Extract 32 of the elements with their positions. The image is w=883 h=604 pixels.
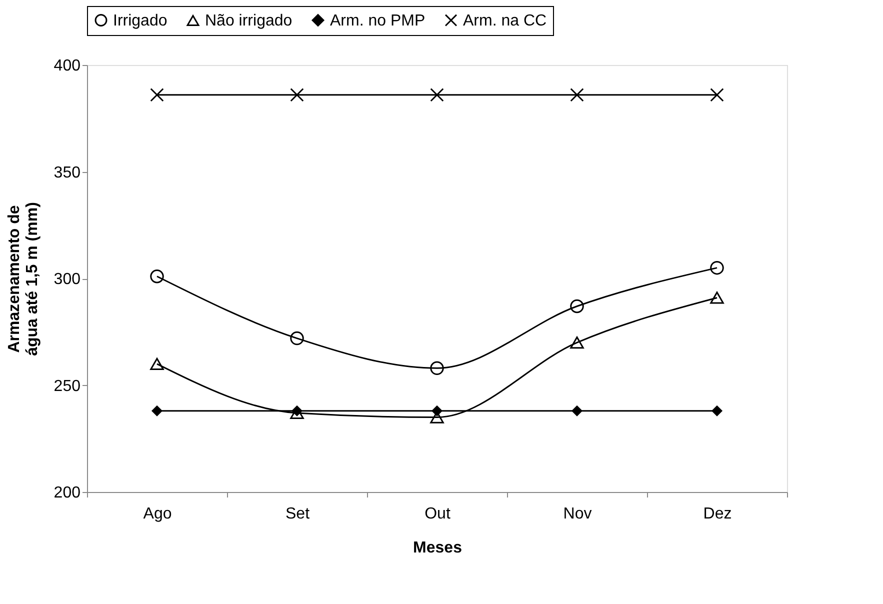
point: [570, 88, 584, 102]
x-tick-label: Ago: [143, 506, 172, 522]
y-tick-label: 200: [54, 484, 81, 502]
point: [150, 88, 164, 102]
point: [572, 406, 582, 416]
y-tick-label: 300: [54, 271, 81, 288]
point: [290, 331, 304, 346]
y-tick-label: 400: [54, 58, 81, 74]
point: [710, 292, 724, 304]
point: [290, 88, 304, 102]
x-tick-label: Nov: [563, 506, 592, 522]
point: [710, 260, 724, 275]
point: [570, 336, 584, 349]
legend-label: Irrigado: [113, 12, 168, 30]
legend-label: Não irrigado: [205, 12, 292, 30]
point: [150, 358, 164, 370]
point: [150, 270, 164, 284]
point: [152, 406, 162, 416]
point: [712, 406, 722, 416]
y-tick-label: 350: [54, 164, 81, 182]
legend-label: Arm. no PMP: [330, 12, 426, 30]
legend-label: Arm. na CC: [463, 12, 547, 30]
point: [710, 88, 724, 102]
x-axis-title: Meses: [413, 540, 462, 556]
x-tick-label: Dez: [703, 506, 732, 522]
x-tick-label: Set: [285, 506, 310, 522]
point: [570, 299, 584, 314]
y-tick-label: 250: [54, 378, 81, 395]
point: [430, 361, 444, 376]
point: [430, 88, 444, 102]
x-tick-label: Out: [424, 506, 451, 522]
y-axis-title: Armazenamento de água até 1,5 m (mm): [6, 202, 41, 356]
